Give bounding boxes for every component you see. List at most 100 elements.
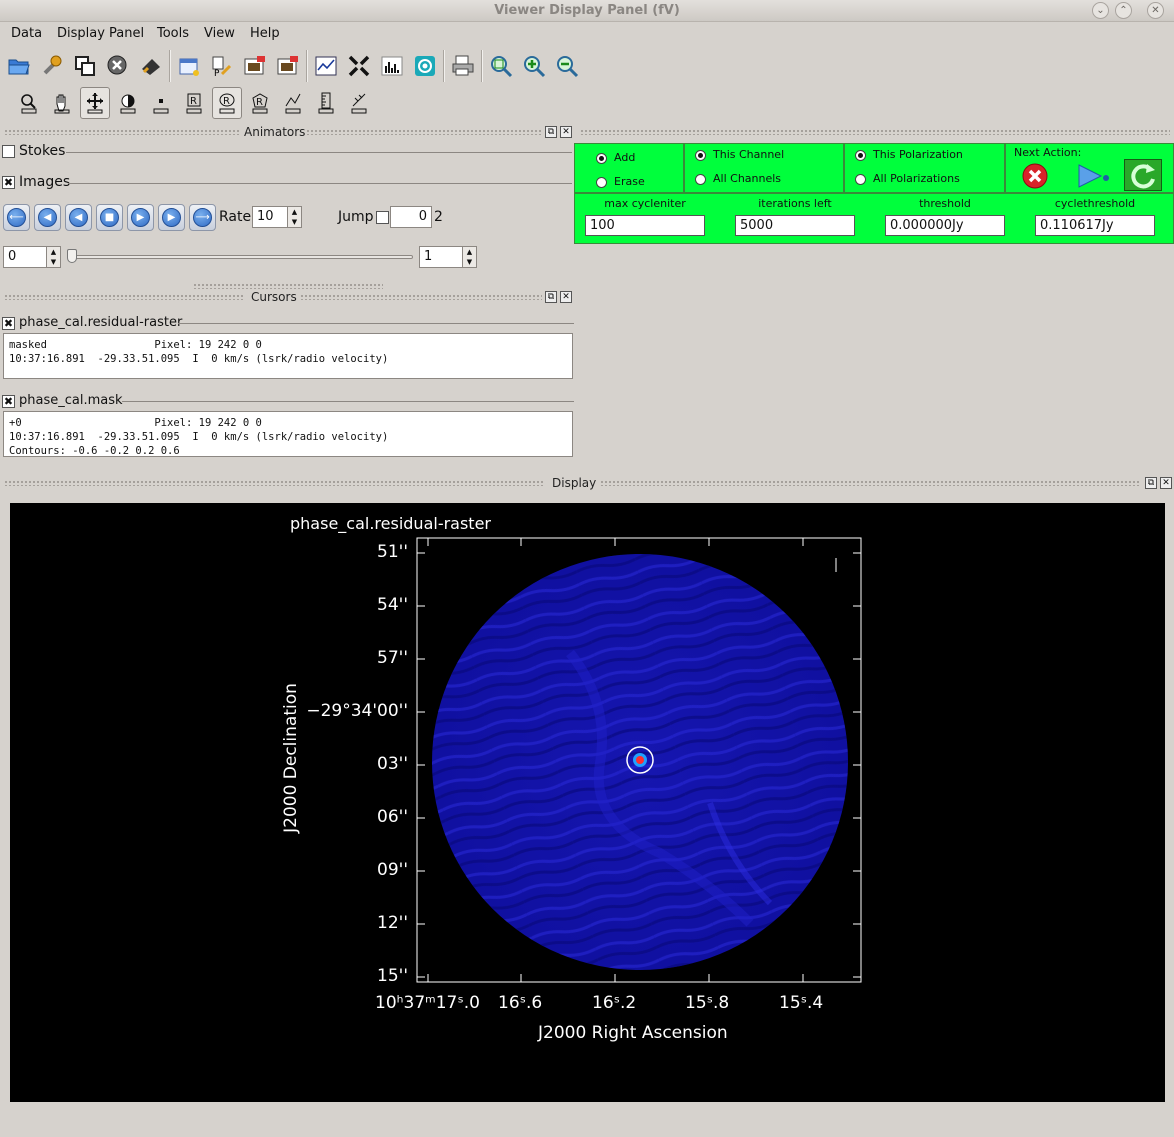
erase-label: Erase [614, 175, 645, 188]
threshold-input[interactable]: 0.000000Jy [885, 215, 1005, 236]
jump-total: 2 [434, 209, 443, 225]
end-frame-input[interactable]: 1 [419, 246, 463, 268]
frame-slider-handle[interactable] [67, 249, 77, 263]
cursor-divider [178, 323, 574, 324]
dock-grip[interactable] [4, 480, 544, 486]
erase-radio[interactable] [596, 177, 607, 188]
max-cycleniter-input[interactable]: 100 [585, 215, 705, 236]
dock-grip[interactable] [4, 129, 240, 135]
histogram-icon[interactable] [377, 51, 407, 81]
dock-grip[interactable] [600, 480, 1140, 486]
close-button[interactable]: ✕ [1147, 2, 1164, 19]
all-polarizations-radio[interactable] [855, 174, 866, 185]
mask-mode-group: Add Erase [574, 143, 684, 193]
zoom-in-icon[interactable] [519, 51, 549, 81]
toolbar-separator [169, 50, 171, 82]
stop-clean-icon[interactable] [1021, 162, 1049, 190]
menu-tools[interactable]: Tools [157, 26, 190, 41]
print-icon[interactable] [448, 51, 478, 81]
all-channels-radio[interactable] [695, 174, 706, 185]
spectral-profile-icon[interactable] [311, 51, 341, 81]
save-image-icon[interactable] [240, 51, 270, 81]
mask-checkbox[interactable]: ✖ [2, 395, 15, 408]
sky-image[interactable] [10, 503, 1165, 1102]
zoom-out-icon[interactable] [552, 51, 582, 81]
copy-panel-icon[interactable] [70, 51, 100, 81]
close-dock-icon[interactable]: ✕ [560, 126, 572, 138]
maximize-button[interactable]: ⌃ [1115, 2, 1132, 19]
preferences-icon[interactable]: P [207, 51, 237, 81]
this-polarization-radio[interactable] [855, 150, 866, 161]
residual-raster-checkbox[interactable]: ✖ [2, 317, 15, 330]
profile-tool-icon[interactable] [344, 87, 374, 119]
cursor-panel-name: phase_cal.residual-raster [19, 315, 183, 330]
frame-slider[interactable] [70, 255, 413, 259]
play-backward-icon[interactable]: ◀ [65, 204, 92, 231]
zoom-tool-icon[interactable] [14, 87, 44, 119]
close-dock-icon[interactable]: ✕ [1160, 477, 1172, 489]
images-checkbox[interactable]: ✖ [2, 176, 15, 189]
cursor-readout-mask: +0 Pixel: 19 242 0 0 10:37:16.891 -29.33.… [3, 411, 573, 457]
dec-tick-label: 12'' [377, 913, 408, 933]
display-title: Display [552, 476, 597, 490]
iterations-left-input[interactable]: 5000 [735, 215, 855, 236]
start-frame-stepper[interactable]: ▲ ▼ [47, 246, 61, 268]
move-tool-icon[interactable] [80, 87, 110, 119]
max-cycleniter-label: max cycleniter [604, 197, 686, 210]
rate-input[interactable]: 10 [252, 206, 288, 228]
dock-grip[interactable] [4, 294, 244, 300]
first-frame-icon[interactable]: ◀​ [34, 204, 61, 231]
stokes-checkbox[interactable] [2, 145, 15, 158]
ellipse-region-tool-icon[interactable]: R [212, 87, 242, 119]
fit-icon[interactable] [410, 51, 440, 81]
jump-checkbox[interactable] [376, 211, 389, 224]
export-image-icon[interactable] [273, 51, 303, 81]
this-channel-radio[interactable] [695, 150, 706, 161]
float-dock-icon[interactable]: ⧉ [545, 291, 557, 303]
close-dock-icon[interactable]: ✕ [560, 291, 572, 303]
shrink-icon[interactable] [344, 51, 374, 81]
polygon-region-tool-icon[interactable]: R [245, 87, 275, 119]
unload-icon[interactable] [136, 51, 166, 81]
float-dock-icon[interactable]: ⧉ [545, 126, 557, 138]
jump-input[interactable]: 0 [390, 206, 432, 228]
contrast-tool-icon[interactable] [113, 87, 143, 119]
ra-tick-label: 16ˢ.6 [498, 993, 543, 1013]
play-forward-icon[interactable]: ▶ [127, 204, 154, 231]
point-tool-icon[interactable] [146, 87, 176, 119]
polyline-tool-icon[interactable] [278, 87, 308, 119]
menu-help[interactable]: Help [250, 26, 280, 41]
refresh-clean-icon[interactable] [1124, 159, 1162, 191]
close-panel-icon[interactable] [103, 51, 133, 81]
new-panel-icon[interactable] [174, 51, 204, 81]
forward-to-end-icon[interactable]: ⟶ [189, 204, 216, 231]
pan-tool-icon[interactable] [47, 87, 77, 119]
cyclethreshold-input[interactable]: 0.110617Jy [1035, 215, 1155, 236]
image-display-canvas[interactable]: phase_cal.residual-raster [10, 503, 1165, 1102]
zoom-fit-icon[interactable] [486, 51, 516, 81]
menu-view[interactable]: View [204, 26, 235, 41]
end-frame-stepper[interactable]: ▲ ▼ [463, 246, 477, 268]
start-frame-input[interactable]: 0 [3, 246, 47, 268]
dock-grip[interactable] [580, 129, 1170, 135]
menu-data[interactable]: Data [11, 26, 43, 41]
rate-stepper[interactable]: ▲ ▼ [288, 206, 302, 228]
continue-clean-icon[interactable] [1076, 162, 1112, 190]
add-radio[interactable] [596, 153, 607, 164]
dock-grip[interactable] [306, 129, 542, 135]
minimize-button[interactable]: ⌄ [1092, 2, 1109, 19]
menu-display-panel[interactable]: Display Panel [57, 26, 145, 41]
readout-line: 10:37:16.891 -29.33.51.095 I 0 km/s (lsr… [9, 431, 389, 443]
rectangle-region-tool-icon[interactable]: R [179, 87, 209, 119]
dock-grip[interactable] [300, 294, 542, 300]
stop-icon[interactable]: ■ [96, 204, 123, 231]
ruler-tool-icon[interactable] [311, 87, 341, 119]
open-folder-icon[interactable] [4, 51, 34, 81]
main-toolbar: P [4, 50, 582, 82]
wrench-icon[interactable] [37, 51, 67, 81]
dock-grip[interactable] [193, 283, 383, 289]
last-frame-icon[interactable]: ▶​ [158, 204, 185, 231]
float-dock-icon[interactable]: ⧉ [1145, 477, 1157, 489]
readout-line: Contours: -0.6 -0.2 0.2 0.6 [9, 445, 180, 457]
rewind-to-start-icon[interactable]: ⟵ [3, 204, 30, 231]
